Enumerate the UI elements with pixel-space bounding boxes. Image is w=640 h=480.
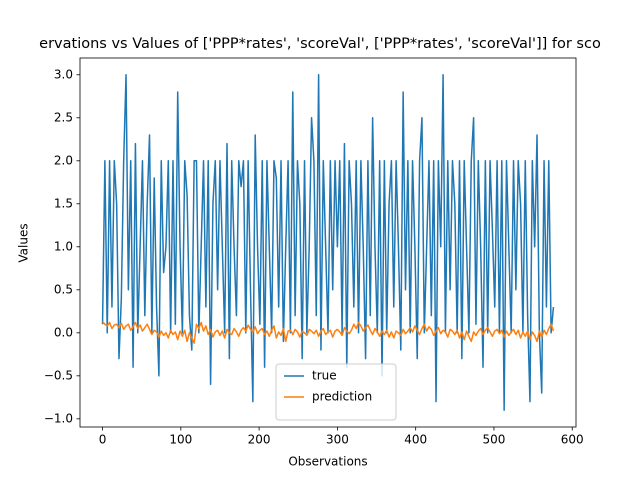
series-line [101,321,555,344]
y-tick-label: 2.0 [54,153,73,167]
legend: true prediction [275,363,397,421]
series-line [101,74,555,411]
legend-box [275,363,397,421]
y-tick-label: 1.5 [54,196,73,210]
x-tick-label: 200 [248,433,271,447]
legend-label: prediction [312,390,372,404]
plot-frame [79,57,577,428]
y-tick-label: 0.0 [54,325,73,339]
y-axis-label: Values [17,223,31,262]
x-tick-label: 600 [561,433,584,447]
x-tick-label: 400 [404,433,427,447]
y-tick-label: 1.0 [54,239,73,253]
y-tick-label: 2.5 [54,110,73,124]
x-tick-label: 300 [326,433,349,447]
legend-label: true [312,369,337,383]
x-tick-label: 100 [169,433,192,447]
x-tick-label: 500 [483,433,506,447]
x-tick-label: 0 [99,433,107,447]
y-tick-label: −1.0 [44,411,73,425]
y-tick-label: −0.5 [44,368,73,382]
y-tick-label: 0.5 [54,282,73,296]
x-axis-label: Observations [288,455,367,469]
chart-title: ervations vs Values of ['PPP*rates', 'sc… [39,36,601,52]
y-tick-label: 3.0 [54,67,73,81]
